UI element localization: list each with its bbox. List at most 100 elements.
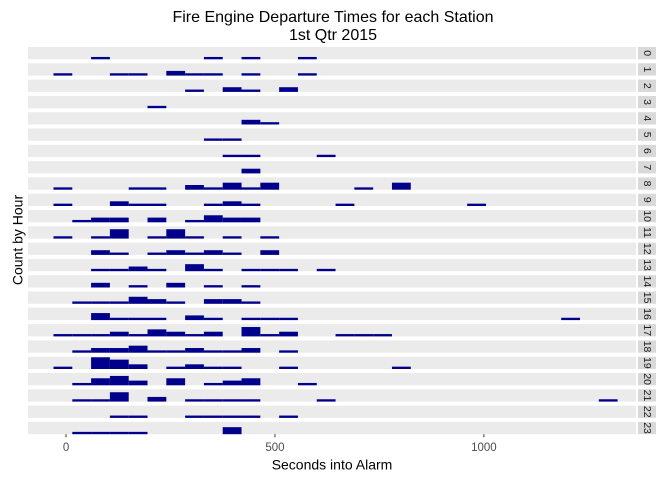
histogram-bar — [109, 73, 129, 76]
histogram-bar — [222, 87, 242, 92]
histogram-bar — [279, 268, 298, 272]
panel-background — [28, 112, 636, 125]
histogram-bar — [279, 317, 298, 321]
histogram-bar — [91, 334, 110, 337]
histogram-bar — [241, 301, 261, 304]
histogram-bar — [147, 203, 167, 206]
histogram-bar — [91, 282, 110, 288]
histogram-bar — [241, 89, 261, 92]
histogram-bar — [147, 329, 167, 337]
histogram-bar — [222, 399, 242, 402]
histogram-bar — [91, 301, 110, 304]
histogram-bar — [166, 366, 186, 369]
histogram-bar — [128, 364, 148, 369]
histogram-bar — [203, 56, 223, 60]
histogram-bar — [72, 301, 92, 304]
histogram-bar — [203, 215, 223, 223]
histogram-bar — [109, 415, 129, 418]
histogram-bar — [260, 268, 280, 272]
histogram-bar — [222, 201, 242, 206]
histogram-bar — [222, 182, 242, 190]
histogram-bar — [222, 350, 242, 353]
strip-background — [638, 79, 656, 92]
histogram-bar — [260, 334, 280, 337]
histogram-bar — [222, 380, 242, 386]
histogram-bar — [185, 89, 204, 92]
histogram-bar — [147, 396, 167, 402]
histogram-bar — [203, 317, 223, 321]
histogram-bar — [241, 187, 261, 190]
strip-background — [638, 258, 656, 272]
histogram-bar — [53, 203, 73, 206]
histogram-bar — [166, 250, 186, 255]
strip-background — [638, 210, 656, 223]
histogram-bar — [128, 334, 148, 337]
histogram-bar — [109, 252, 129, 255]
histogram-bar — [147, 350, 167, 353]
histogram-bar — [203, 350, 223, 353]
histogram-bar — [185, 364, 204, 369]
histogram-bar — [109, 348, 129, 353]
histogram-bar — [53, 334, 73, 337]
histogram-bar — [91, 313, 110, 321]
histogram-bar — [147, 299, 167, 304]
histogram-bar — [561, 317, 581, 321]
histogram-bar — [147, 317, 167, 321]
strip-label: 20 — [641, 373, 653, 385]
x-axis-title: Seconds into Alarm — [272, 457, 393, 473]
histogram-bar — [222, 154, 242, 158]
histogram-bar — [185, 219, 204, 223]
strip-background — [638, 340, 656, 353]
histogram-bar — [166, 350, 186, 353]
histogram-bar — [241, 56, 261, 60]
histogram-bar — [241, 154, 261, 158]
histogram-bar — [109, 431, 129, 435]
histogram-bar — [185, 236, 204, 239]
histogram-bar — [241, 73, 261, 76]
strip-background — [638, 95, 656, 109]
histogram-bar — [53, 236, 73, 239]
histogram-bar — [166, 282, 186, 288]
histogram-bar — [147, 187, 167, 190]
strip-label: 19 — [641, 357, 653, 369]
strip-background — [638, 421, 656, 435]
histogram-bar — [109, 331, 129, 337]
panel-background — [28, 95, 636, 109]
histogram-bar — [128, 431, 148, 435]
histogram-bar — [91, 399, 110, 402]
strip-label: 4 — [641, 115, 653, 121]
panel-background — [28, 340, 636, 353]
histogram-bar — [260, 250, 280, 255]
histogram-bar — [222, 252, 242, 255]
histogram-bar — [203, 138, 223, 141]
panel-background — [28, 389, 636, 402]
histogram-bar — [109, 375, 129, 386]
panel-background — [28, 210, 636, 223]
histogram-bar — [279, 415, 298, 418]
histogram-bar — [222, 415, 242, 418]
histogram-bar — [222, 236, 242, 239]
histogram-bar — [316, 399, 336, 402]
histogram-bar — [109, 268, 129, 272]
histogram-bar — [128, 317, 148, 321]
histogram-bar — [391, 182, 411, 190]
histogram-bar — [91, 268, 110, 272]
strip-label: 3 — [641, 99, 653, 105]
strip-label: 1 — [641, 67, 653, 73]
histogram-bar — [109, 217, 129, 223]
histogram-bar — [185, 252, 204, 255]
histogram-bar — [72, 219, 92, 223]
strip-background — [638, 242, 656, 255]
histogram-bar — [91, 357, 110, 369]
histogram-bar — [241, 268, 261, 272]
strip-background — [638, 144, 656, 158]
histogram-bar — [185, 185, 204, 190]
histogram-bar — [72, 350, 92, 353]
strip-background — [638, 161, 656, 174]
histogram-bar — [147, 236, 167, 239]
x-tick-label: 1000 — [471, 442, 497, 454]
histogram-bar — [297, 73, 317, 76]
histogram-bar — [241, 415, 261, 418]
histogram-bar — [91, 236, 110, 239]
panel-background — [28, 291, 636, 304]
